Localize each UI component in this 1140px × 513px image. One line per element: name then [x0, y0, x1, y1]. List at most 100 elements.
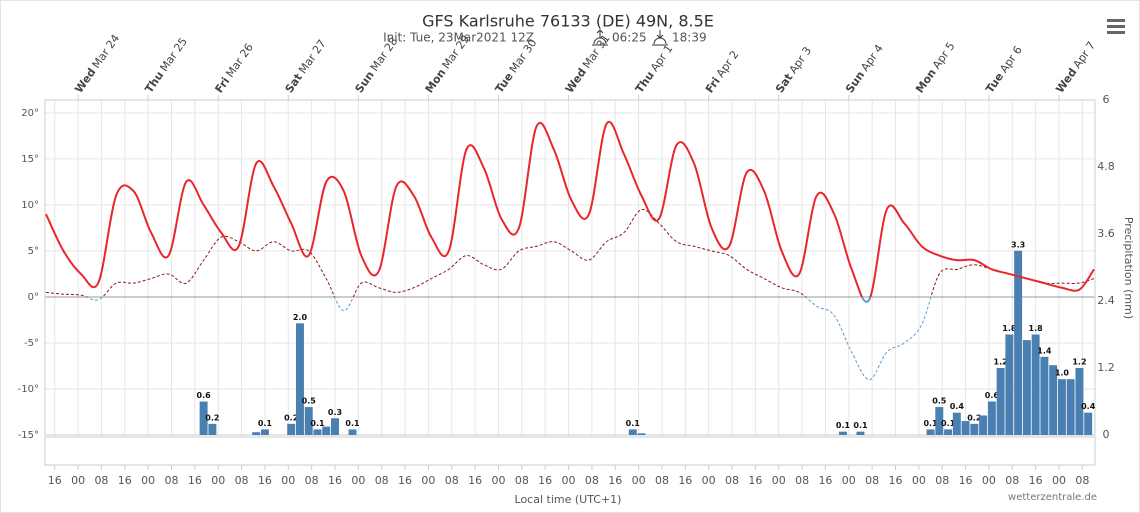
precip-label: 0.2: [967, 413, 981, 422]
precip-bar: [287, 423, 296, 435]
precip-bar: [996, 368, 1005, 435]
x-tick-label: 16: [468, 474, 482, 487]
precip-bar: [1005, 334, 1014, 435]
init-text: Init: Tue, 23Mar2021 12Z: [383, 31, 534, 45]
y2-tick-label: 6: [1103, 93, 1110, 106]
x-tick-label: 00: [772, 474, 786, 487]
precip-bar: [313, 429, 322, 435]
x-tick-label: 16: [748, 474, 762, 487]
precip-label: 0.1: [941, 419, 956, 428]
y2-tick-label: 2.4: [1097, 294, 1115, 307]
x-tick-label: 00: [71, 474, 85, 487]
x-tick-label: 00: [562, 474, 576, 487]
precip-label: 0.4: [950, 402, 965, 411]
precip-bar: [295, 323, 304, 435]
precip-bar: [926, 429, 935, 435]
chart-title: GFS Karlsruhe 76133 (DE) 49N, 8.5E: [422, 12, 714, 31]
x-tick-label: 08: [655, 474, 669, 487]
x-tick-label: 08: [235, 474, 249, 487]
y2-tick-label: 1.2: [1097, 361, 1115, 374]
x-tick-label: 16: [398, 474, 412, 487]
x-tick-label: 00: [141, 474, 155, 487]
temperature-line: [45, 120, 1095, 303]
precip-bar: [856, 431, 865, 435]
x-tick-label: 00: [702, 474, 716, 487]
y-tick-label: -15°: [18, 430, 39, 441]
precip-label: 0.1: [310, 419, 325, 428]
x-tick-label: 00: [281, 474, 295, 487]
x-tick-label: 16: [258, 474, 272, 487]
precip-label: 0.1: [923, 419, 938, 428]
x-tick-label: 08: [515, 474, 529, 487]
credit: wetterzentrale.de: [1008, 492, 1097, 503]
wind-row: [44, 436, 1096, 466]
precip-label: 3.3: [1011, 240, 1025, 249]
y2-axis-title: Precipitation (mm): [1122, 217, 1135, 319]
y-tick-label: 20°: [21, 108, 39, 119]
precip-label: 0.3: [328, 408, 342, 417]
y2-tick-label: 0: [1103, 428, 1110, 441]
precip-label: 0.2: [284, 413, 298, 422]
y2-tick-label: 4.8: [1097, 160, 1115, 173]
x-tick-label: 16: [959, 474, 973, 487]
precip-bar: [331, 418, 339, 435]
precip-bar: [1014, 250, 1023, 435]
precip-label: 0.1: [836, 421, 851, 430]
precip-bar: [1049, 365, 1058, 435]
y-tick-label: 5°: [28, 246, 39, 257]
x-tick-label: 00: [421, 474, 435, 487]
precip-bar: [935, 407, 944, 435]
x-tick-label: 08: [725, 474, 739, 487]
precip-label: 0.4: [1081, 402, 1096, 411]
x-tick-label: 00: [982, 474, 996, 487]
x-tick-label: 08: [445, 474, 459, 487]
precip-bar: [252, 432, 261, 435]
precip-label: 0.5: [302, 397, 317, 406]
x-tick-label: 16: [328, 474, 342, 487]
x-tick-label: 16: [118, 474, 132, 487]
menu-button[interactable]: [1105, 17, 1127, 37]
precip-bar: [1075, 368, 1084, 435]
y-tick-label: -5°: [24, 338, 39, 349]
precip-bar: [260, 429, 269, 435]
precip-label: 0.6: [985, 391, 1000, 400]
precip-bar: [961, 421, 970, 435]
precip-bar: [199, 401, 208, 435]
sunset-icon: [652, 30, 668, 46]
precip-bar: [987, 401, 996, 435]
x-tick-label: 00: [912, 474, 926, 487]
dewpoint-line: [45, 208, 1095, 381]
sunset-time: 18:39: [672, 31, 707, 45]
x-tick-label: 08: [865, 474, 879, 487]
precip-bar: [1066, 379, 1075, 435]
x-tick-label: 00: [491, 474, 505, 487]
y-tick-label: -10°: [18, 384, 39, 395]
x-tick-label: 00: [351, 474, 365, 487]
precip-bar: [944, 429, 953, 435]
x-tick-label: 08: [1075, 474, 1089, 487]
precip-label: 2.0: [293, 313, 308, 322]
x-tick-label: 00: [632, 474, 646, 487]
x-tick-label: 16: [608, 474, 622, 487]
x-tick-label: 16: [538, 474, 552, 487]
y2-tick-label: 3.6: [1097, 227, 1115, 240]
precip-label: 1.0: [1055, 369, 1070, 378]
precip-bar: [838, 431, 847, 435]
x-tick-label: 16: [48, 474, 62, 487]
x-tick-label: 08: [94, 474, 108, 487]
precip-bar: [304, 407, 313, 435]
x-tick-label: 08: [1005, 474, 1019, 487]
precip-bar: [637, 433, 646, 435]
x-tick-label: 16: [188, 474, 202, 487]
x-axis-title: Local time (UTC+1): [515, 493, 622, 506]
x-tick-label: 08: [305, 474, 319, 487]
precip-label: 1.4: [1037, 346, 1052, 355]
precip-bar: [322, 426, 331, 435]
precip-bar: [1040, 356, 1049, 435]
sunrise-icon: [592, 29, 608, 46]
x-tick-label: 00: [842, 474, 856, 487]
precip-label: 0.1: [626, 419, 641, 428]
sunrise-time: 06:25: [612, 31, 647, 45]
